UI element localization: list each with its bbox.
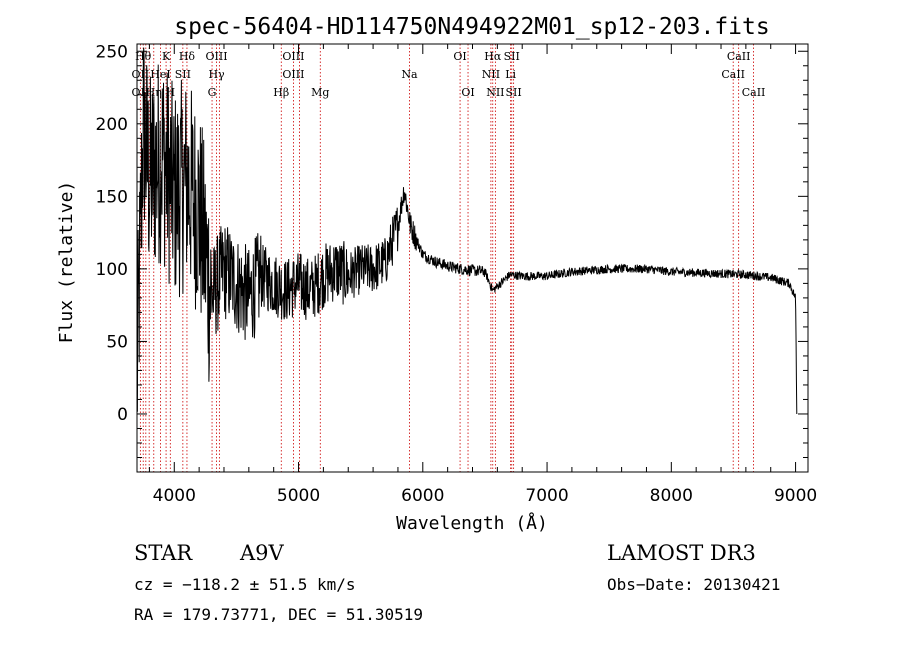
line-marker-label: Hγ [208, 68, 225, 81]
y-tick-label: 50 [106, 332, 128, 352]
line-marker-label: K [162, 50, 171, 63]
coordinates: RA = 179.73771, DEC = 51.30519 [134, 605, 423, 624]
line-marker-label: SII [504, 50, 520, 63]
line-marker-label: OIII [282, 68, 304, 81]
x-tick-label: 6000 [401, 486, 444, 506]
object-class: STAR [134, 541, 193, 565]
line-marker-label: Li [505, 68, 516, 81]
line-marker-label: Hα [484, 50, 502, 63]
line-marker-label: OIII [282, 50, 304, 63]
line-marker-label: OIII [205, 50, 227, 63]
line-marker-label: OI [461, 86, 474, 99]
y-tick-label: 150 [96, 187, 128, 207]
line-marker-label: SII [506, 86, 522, 99]
axis-ticks [137, 44, 808, 473]
spectral-subclass: A9V [239, 541, 285, 565]
y-tick-label: 200 [96, 115, 128, 135]
y-axis-label: Flux (relative) [56, 181, 77, 344]
survey-name: LAMOST DR3 [607, 541, 756, 565]
line-marker-label: NII [486, 86, 504, 99]
y-tick-labels: 0 50 100 150 200 250 [96, 42, 128, 425]
x-tick-label: 5000 [277, 486, 320, 506]
redshift-velocity: cz = −118.2 ± 51.5 km/s [134, 575, 356, 594]
line-marker-label: CaII [727, 50, 751, 63]
x-tick-label: 8000 [650, 486, 693, 506]
x-tick-label: 4000 [153, 486, 196, 506]
line-marker-label: Na [401, 68, 418, 81]
line-marker-label: H [166, 86, 176, 99]
y-tick-label: 250 [96, 42, 128, 62]
x-tick-label: 7000 [525, 486, 568, 506]
spectrum-trace [136, 47, 798, 415]
line-marker-label: NII [482, 68, 500, 81]
line-marker-label: Hβ [273, 86, 289, 99]
line-marker-label: OI [453, 50, 466, 63]
x-tick-label: 9000 [774, 486, 817, 506]
line-marker-label: SII [175, 68, 191, 81]
line-marker-label: Mg [311, 86, 329, 99]
line-marker-label: OII [131, 68, 149, 81]
emission-line-markers [139, 44, 754, 472]
line-marker-label: CaII [742, 86, 766, 99]
x-tick-labels: 4000 5000 6000 7000 8000 9000 [153, 486, 818, 506]
chart-title: spec-56404-HD114750N494922M01_sp12-203.f… [174, 14, 769, 40]
y-tick-label: 0 [117, 405, 128, 425]
line-marker-label: G [208, 86, 217, 99]
line-marker-label: HeI [150, 68, 170, 81]
line-marker-label: Hδ [179, 50, 196, 63]
y-tick-label: 100 [96, 260, 128, 280]
observation-date: Obs−Date: 20130421 [607, 575, 780, 594]
x-axis-label: Wavelength (Å) [396, 512, 548, 534]
line-marker-label: CaII [721, 68, 745, 81]
